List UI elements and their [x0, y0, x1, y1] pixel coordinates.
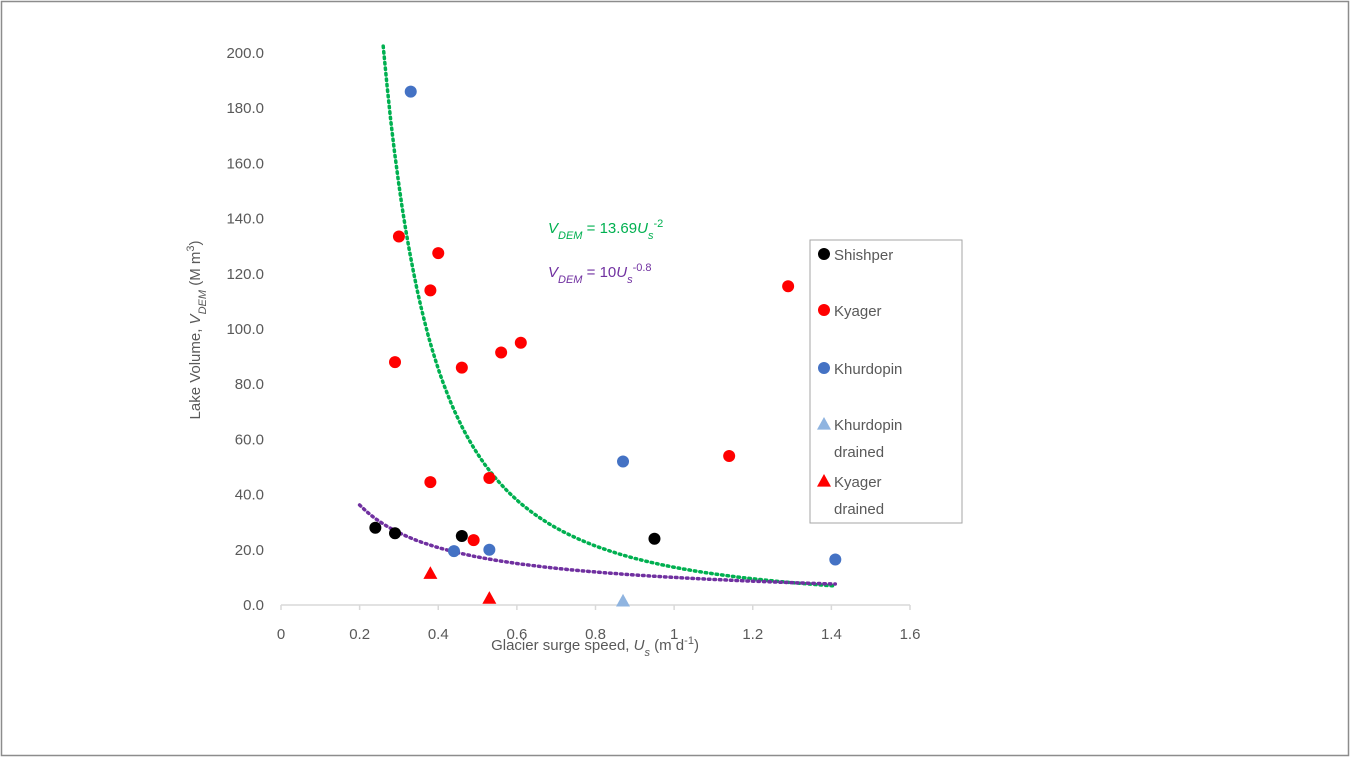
eq-part: V: [548, 264, 560, 281]
eq-part: s: [627, 274, 633, 286]
legend-marker: [817, 417, 831, 430]
x-tick-label: 1.2: [742, 626, 763, 643]
marker: [455, 530, 468, 542]
legend-marker: [818, 304, 830, 316]
y-tick-label: 200.0: [226, 45, 264, 62]
y-tick-label: 180.0: [226, 100, 264, 117]
marker: [424, 284, 437, 297]
marker: [455, 361, 468, 374]
eq-part: U: [637, 220, 648, 237]
legend-line: Khurdopin: [834, 417, 902, 434]
legend-label: Khurdopin: [834, 361, 902, 378]
marker: [392, 230, 405, 243]
x-tick-label: 1: [670, 626, 678, 643]
legend-marker: [818, 362, 830, 374]
legend-label: Kyager: [834, 303, 882, 320]
marker: [404, 85, 417, 98]
y-tick-label: 100.0: [226, 321, 264, 338]
y-tick-label: 60.0: [235, 431, 264, 448]
marker: [483, 472, 496, 485]
eq-part: -0.8: [633, 262, 652, 274]
legend-label: Shishper: [834, 247, 893, 264]
marker: [424, 476, 437, 489]
x-tick-label: 1.6: [900, 626, 921, 643]
y-tick-label: 120.0: [226, 266, 264, 283]
legend-marker: [818, 248, 830, 260]
trend-equation: VDEM = 10Us-0.8: [548, 262, 652, 286]
legend-line: drained: [834, 444, 884, 461]
trend-equation: VDEM = 13.69Us-2: [548, 218, 663, 242]
label-part: 3: [185, 246, 197, 252]
legend-line: Kyager: [834, 474, 882, 491]
trendline: [381, 44, 838, 588]
x-axis-label: Glacier surge speed, Us (m d-1): [491, 635, 699, 659]
x-tick-label: 1.4: [821, 626, 842, 643]
marker: [447, 545, 460, 558]
marker: [423, 566, 438, 579]
x-tick-label: 0.8: [585, 626, 606, 643]
marker: [389, 527, 402, 540]
marker: [467, 534, 480, 547]
legend-marker: [817, 474, 831, 487]
label-part: (m d: [650, 637, 684, 654]
marker: [482, 591, 497, 604]
marker: [723, 449, 736, 462]
legend-line: drained: [834, 501, 884, 518]
eq-part: = 10: [582, 264, 616, 281]
label-part: Glacier surge speed,: [491, 637, 634, 654]
eq-part: U: [616, 264, 627, 281]
y-axis-label: Lake Volume, VDEM (M m3): [185, 241, 209, 420]
x-tick-label: 0.4: [428, 626, 449, 643]
marker: [514, 336, 527, 349]
y-tick-label: 140.0: [226, 211, 264, 228]
marker: [829, 553, 842, 566]
y-tick-label: 0.0: [243, 597, 264, 614]
marker: [483, 543, 496, 556]
marker: [369, 521, 382, 534]
label-part: s: [644, 647, 650, 659]
trendline: [357, 503, 838, 586]
label-part: (M m: [187, 252, 204, 290]
eq-part: = 13.69: [582, 220, 637, 237]
y-tick-label: 160.0: [226, 155, 264, 172]
marker: [616, 593, 631, 607]
marker: [495, 346, 508, 359]
marker: [782, 280, 795, 293]
label-part: -1: [684, 635, 694, 647]
label-part: Lake Volume,: [187, 324, 204, 419]
eq-part: DEM: [558, 230, 583, 242]
y-tick-label: 80.0: [235, 376, 264, 393]
marker: [432, 247, 445, 260]
label-part: U: [634, 637, 645, 654]
marker: [648, 532, 661, 545]
label-part: DEM: [197, 289, 209, 314]
y-tick-label: 40.0: [235, 487, 264, 504]
y-tick-label: 20.0: [235, 542, 264, 559]
x-tick-label: 0.6: [506, 626, 527, 643]
eq-part: -2: [653, 218, 663, 230]
legend-label: Khurdopin drained: [834, 417, 902, 461]
eq-part: s: [648, 230, 654, 242]
legend-label: Kyager drained: [834, 474, 884, 518]
label-part: ): [694, 637, 699, 654]
x-tick-label: 0.2: [349, 626, 370, 643]
label-part: ): [187, 241, 204, 246]
x-tick-label: 0: [277, 626, 285, 643]
marker: [389, 356, 402, 369]
marker: [617, 455, 630, 468]
legend-box: [809, 239, 963, 524]
eq-part: V: [548, 220, 560, 237]
label-part: V: [187, 312, 204, 324]
eq-part: DEM: [558, 274, 583, 286]
